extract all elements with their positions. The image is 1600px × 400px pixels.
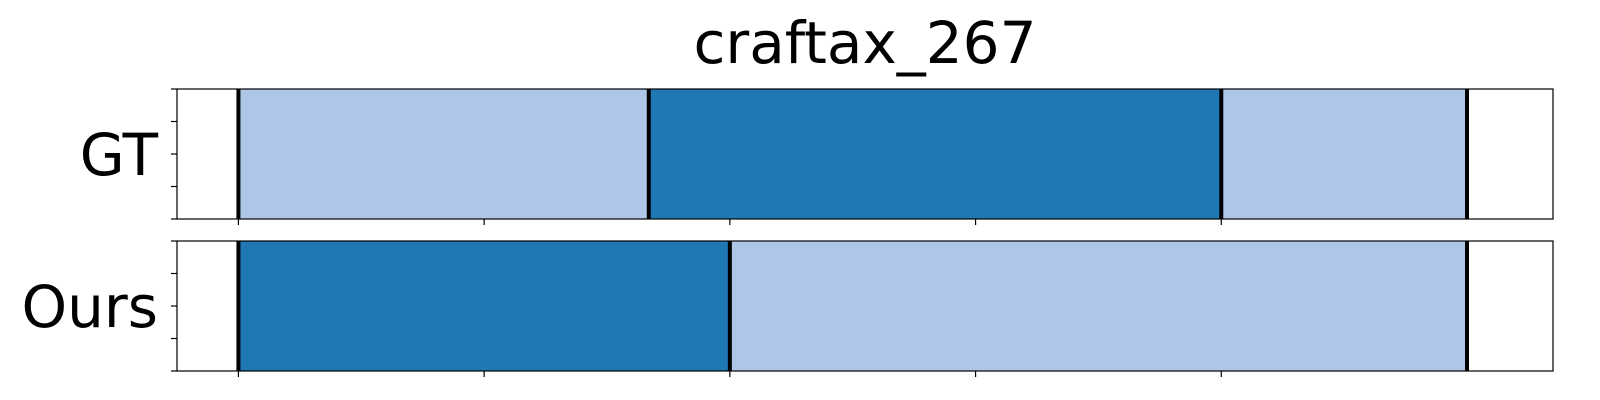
row-1: Ours — [22, 240, 1554, 377]
segment-rows: GT Ours — [22, 88, 1554, 377]
segment-0-2 — [1221, 89, 1467, 219]
segment-1-1 — [729, 241, 1467, 371]
row-label-gt: GT — [80, 121, 159, 189]
segment-1-0 — [238, 241, 730, 371]
chart-title: craftax_267 — [694, 9, 1037, 77]
row-label-ours: Ours — [22, 273, 158, 341]
segment-0-0 — [238, 89, 649, 219]
row-0: GT — [80, 88, 1554, 225]
segment-0-1 — [648, 89, 1222, 219]
